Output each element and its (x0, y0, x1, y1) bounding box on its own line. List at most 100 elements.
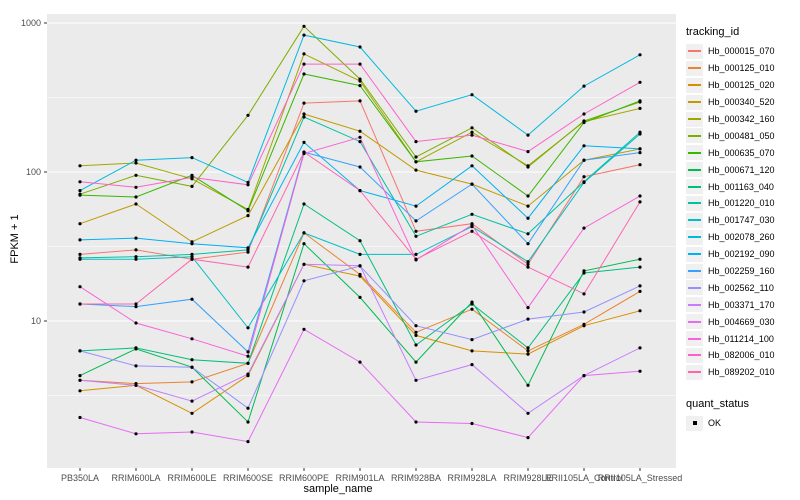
legend-item-label: Hb_003371_170 (708, 299, 775, 310)
data-point (358, 264, 362, 268)
data-point (246, 350, 250, 354)
data-point (414, 109, 418, 113)
data-point (470, 182, 474, 186)
data-point (134, 305, 138, 309)
legend-line-swatch (688, 354, 701, 357)
data-point (302, 202, 306, 206)
legend-item-label: Hb_004669_030 (708, 316, 775, 327)
legend-item: Hb_082006_010 (686, 347, 798, 364)
data-point (190, 337, 194, 341)
legend-item: Hb_000125_020 (686, 77, 798, 94)
legend-key (686, 145, 703, 161)
legend-line-swatch (688, 371, 701, 374)
legend-key (686, 364, 703, 380)
data-point (246, 326, 250, 330)
data-point (470, 223, 474, 227)
legend-key (686, 179, 703, 195)
data-point (638, 147, 642, 151)
data-point (302, 112, 306, 116)
data-point (582, 310, 586, 314)
legend-item: Hb_002259_160 (686, 263, 798, 280)
data-point (358, 295, 362, 299)
legend-title: tracking_id (686, 26, 740, 38)
legend-item: Hb_001220_010 (686, 195, 798, 212)
data-point (246, 265, 250, 269)
data-point (526, 150, 530, 154)
data-point (414, 252, 418, 256)
data-point (638, 265, 642, 269)
data-point (414, 168, 418, 172)
data-point (358, 252, 362, 256)
data-point (190, 380, 194, 384)
legend-item-label: Hb_000125_020 (708, 80, 775, 91)
data-point (358, 77, 362, 81)
legend-item-label: Hb_000342_160 (708, 114, 775, 124)
data-point (526, 242, 530, 246)
legend-item: Hb_000671_120 (686, 161, 798, 178)
data-point (78, 257, 82, 261)
data-point (582, 374, 586, 378)
data-point (470, 229, 474, 233)
legend-item: Hb_011214_100 (686, 330, 798, 347)
data-point (470, 93, 474, 97)
legend-line-swatch (688, 253, 701, 256)
data-point (582, 144, 586, 148)
data-point (78, 189, 82, 193)
legend-line-swatch (688, 286, 701, 289)
black-point-icon (692, 421, 697, 426)
data-point (134, 173, 138, 177)
data-point (470, 154, 474, 158)
legend-key (686, 229, 703, 245)
data-point (246, 214, 250, 218)
data-point (470, 126, 474, 130)
data-point (358, 274, 362, 278)
data-point (302, 262, 306, 266)
legend-item: Hb_000340_520 (686, 94, 798, 111)
data-point (414, 155, 418, 159)
data-point (246, 183, 250, 187)
data-point (358, 135, 362, 139)
legend-key (686, 162, 703, 178)
legend-line-swatch (688, 303, 701, 306)
data-point (638, 99, 642, 103)
legend-item-label: Hb_002562_110 (708, 282, 774, 293)
legend-item: Hb_004669_030 (686, 313, 798, 330)
data-point (358, 129, 362, 133)
data-point (78, 164, 82, 168)
data-point (134, 248, 138, 252)
legend-line-swatch (688, 168, 701, 171)
data-point (78, 374, 82, 378)
x-tick-label: RRIM928BA (391, 473, 441, 483)
data-point (246, 372, 250, 376)
data-point (302, 101, 306, 105)
data-point (302, 150, 306, 154)
data-point (582, 226, 586, 230)
data-point (134, 195, 138, 199)
legend-line-swatch (688, 118, 701, 120)
data-point (470, 164, 474, 168)
legend-key (686, 128, 703, 144)
x-tick-label: RRII105LA_Stressed (598, 473, 683, 483)
legend-item: Hb_000342_160 (686, 111, 798, 128)
data-point (414, 219, 418, 223)
data-point (302, 72, 306, 76)
data-point (190, 358, 194, 362)
data-point (134, 346, 138, 350)
data-point (582, 84, 586, 88)
legend-key (686, 195, 703, 211)
data-point (190, 297, 194, 301)
data-point (134, 236, 138, 240)
data-point (526, 349, 530, 353)
quant-status-legend: quant_status OK (686, 398, 798, 432)
legend-item-label: Hb_082006_010 (708, 350, 775, 361)
data-point (190, 257, 194, 261)
data-point (582, 292, 586, 296)
data-point (246, 406, 250, 410)
x-tick-label: RRIM928LA (447, 473, 496, 483)
x-tick-label: RRII105LA_Control (545, 473, 623, 483)
legend-item-label: Hb_002259_160 (708, 266, 775, 277)
data-point (78, 180, 82, 184)
data-point (358, 360, 362, 364)
data-point (582, 175, 586, 179)
legend-line-swatch (688, 236, 701, 239)
